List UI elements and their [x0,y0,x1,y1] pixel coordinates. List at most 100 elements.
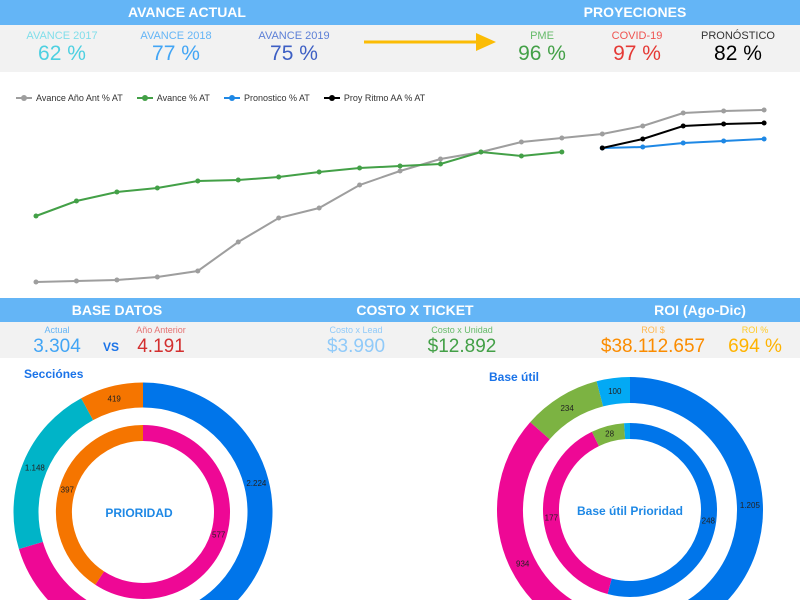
kpi-label: ROI % [741,325,769,335]
kpi-value: 694 % [728,336,782,357]
data-point [397,163,403,169]
data-point [761,120,767,126]
legend-swatch [136,95,153,101]
data-point [114,277,120,283]
data-point [761,107,767,113]
data-point [640,136,646,142]
legend-item: Pronostico % AT [223,93,310,103]
segment-label: 397 [61,485,75,494]
legend-label: Proy Ritmo AA % AT [343,93,426,103]
donut-segment[interactable] [18,541,199,600]
segment-label: 234 [560,404,574,413]
segment-label: 2.224 [246,479,267,488]
data-point [721,108,727,114]
kpi-value: 75 % [270,42,318,65]
legend-swatch [323,95,340,101]
donut-center-label: Base útil Prioridad [577,504,683,518]
secciones-title: Secciónes [24,367,84,381]
kpi-label: Actual [44,325,70,335]
donut-segment[interactable] [142,382,273,600]
legend-label: Pronostico % AT [243,93,310,103]
donut-segment[interactable] [13,398,94,550]
kpi-label: AVANCE 2017 [26,30,98,42]
kpi-value: 96 % [518,42,566,65]
donut-segment[interactable] [530,381,604,440]
legend-item: Proy Ritmo AA % AT [323,93,426,103]
kpi-label: PME [530,30,554,42]
kpi-roi-: ROI % 694 % [728,325,782,359]
data-point [559,149,565,155]
kpi-avance-2018: AVANCE 2018 77 % [140,30,211,66]
costo-ticket-title: COSTO X TICKET [356,302,474,318]
segment-label: 1.148 [25,463,46,472]
data-point [680,123,686,129]
data-point [195,268,201,274]
segment-label: 28 [605,430,614,439]
segment-label: 1.205 [740,501,761,510]
kpi-costo-x-unidad: Costo x Unidad $12.892 [428,325,497,359]
donut-segment[interactable] [591,423,626,447]
legend-label: Avance Año Ant % AT [36,93,123,103]
kpi-label: Año Anterior [136,325,186,335]
data-point [276,215,282,221]
kpi-avance-2019: AVANCE 2019 75 % [258,30,329,66]
kpi-value: 62 % [38,42,86,65]
header-band-middle: BASE DATOS COSTO X TICKET ROI (Ago-Dic) [0,298,800,322]
legend-label: Avance % AT [156,93,210,103]
donut-segment[interactable] [596,377,631,407]
kpi-label: Costo x Lead [329,325,383,335]
data-point [235,177,241,183]
data-point [357,165,363,171]
data-point [438,156,443,162]
donut-segment[interactable] [497,422,640,600]
kpi-costo-x-lead: Costo x Lead $3.990 [327,325,385,359]
data-point [478,149,484,155]
base-util-title: Base útil [489,370,540,384]
kpi-label: PRONÓSTICO [701,30,775,42]
data-point [518,153,524,159]
data-point [559,135,565,141]
segment-label: 100 [608,387,622,396]
data-point [73,278,79,284]
donut-segment[interactable] [81,382,144,421]
data-point [518,139,524,145]
kpi-avance-2017: AVANCE 2017 62 % [26,30,97,66]
segment-label: 934 [516,560,530,569]
progress-line-chart [33,107,767,285]
data-point [599,131,605,137]
data-point [680,110,686,116]
data-point [33,279,39,285]
data-point [761,136,767,142]
kpi-value: 3.304 [33,336,81,357]
kpi-pme: PME 96 % [518,30,566,66]
donut-segment[interactable] [95,425,230,599]
data-point [154,185,160,191]
kpi-a-o-anterior: Año Anterior 4.191 [136,325,186,359]
donut-segment[interactable] [607,423,717,597]
donut-segment[interactable] [629,377,763,600]
legend-item: Avance % AT [136,93,210,103]
legend-item: Avance Año Ant % AT [16,93,123,103]
donut-segment[interactable] [543,431,612,595]
data-point [33,213,39,219]
series-line [35,150,562,217]
kpi-covid-19: COVID-19 97 % [612,30,663,66]
data-point [235,239,241,245]
donut-center-label: PRIORIDAD [105,506,173,520]
base-util-donut: 1.205 934 234 100 248 177 28 Base útil Priorida… [497,377,763,600]
kpi-actual: Actual 3.304 [33,325,81,359]
kpi-value: $12.892 [427,336,497,357]
legend-swatch [223,95,240,101]
legend-swatch [16,95,32,101]
base-datos-title: BASE DATOS [71,302,163,318]
arrow-icon [364,33,496,51]
kpi-value: $38.112.657 [600,336,706,357]
data-point [599,145,605,151]
kpi-row-top [0,25,800,72]
segment-label: 248 [702,516,716,525]
segment-label: 577 [212,531,226,540]
data-point [73,198,79,204]
donut-segment[interactable] [56,425,144,585]
data-point [276,174,282,180]
proyecciones-title: PROYECIONES [583,4,687,20]
